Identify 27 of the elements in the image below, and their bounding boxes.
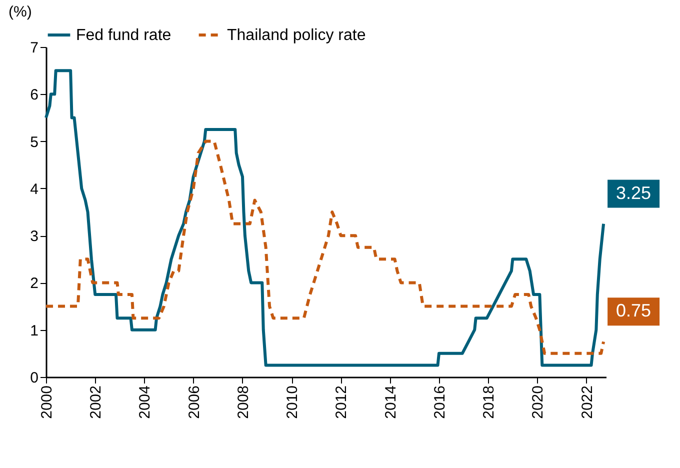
x-tick-label: 2006 [186,386,203,419]
y-tick-label: 6 [30,86,38,104]
x-tick-label: 2022 [578,386,596,419]
y-tick-label: 2 [30,275,38,292]
legend-label: Thailand policy rate [227,27,366,44]
y-axis-title: (%) [8,4,32,20]
y-tick-label: 5 [30,134,38,151]
x-tick-label: 2016 [431,386,448,419]
y-tick-label: 7 [30,40,38,56]
x-tick-label: 2010 [284,386,302,419]
x-tick-label: 2000 [38,386,56,419]
x-tick-label: 2002 [88,386,105,419]
annotation: 0.75 [616,300,652,321]
y-tick-label: 0 [30,370,38,386]
x-tick-label: 2020 [530,386,547,419]
y-tick-label: 1 [30,322,38,340]
legend-label: Fed fund rate [76,27,172,44]
annotation: 3.25 [616,182,652,203]
line-series [44,140,606,355]
x-tick-label: 2012 [333,386,350,419]
line-series [44,69,606,367]
y-tick-label: 4 [30,180,38,198]
x-tick-label: 2014 [382,386,400,419]
x-tick-label: 2008 [234,386,252,419]
x-tick-label: 2018 [480,386,498,419]
y-tick-label: 3 [30,228,38,246]
x-tick-label: 2004 [136,386,154,419]
